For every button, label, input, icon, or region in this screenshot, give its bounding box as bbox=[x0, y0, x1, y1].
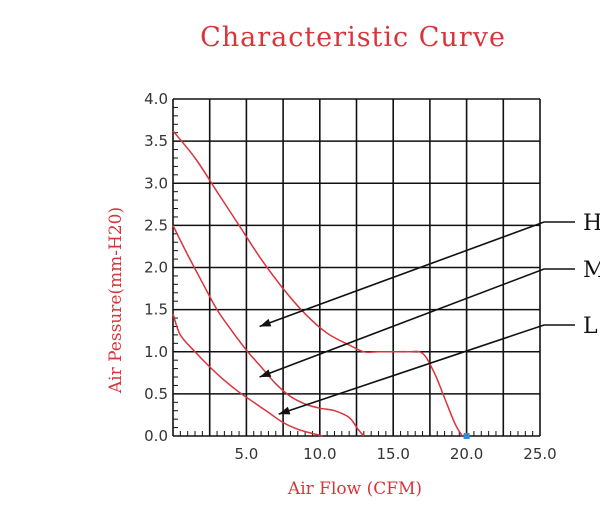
x-tick-label: 25.0 bbox=[523, 445, 556, 463]
x-tick-label: 15.0 bbox=[376, 445, 409, 463]
leader-line-h bbox=[259, 221, 575, 328]
y-tick-label: 0.5 bbox=[144, 385, 168, 403]
curve-m bbox=[172, 225, 365, 437]
arrowhead-icon bbox=[259, 369, 272, 378]
leader-line-m bbox=[259, 268, 575, 378]
y-tick-label: 3.5 bbox=[144, 132, 168, 150]
arrowhead-icon bbox=[278, 406, 291, 415]
legend-label-h: H bbox=[583, 211, 600, 236]
y-tick-label: 1.0 bbox=[144, 343, 168, 361]
y-tick-label: 2.5 bbox=[144, 216, 168, 234]
legend-label-l: L bbox=[583, 314, 598, 339]
y-axis-label: Air Pessure(mm-H20) bbox=[106, 207, 126, 394]
y-tick-label: 3.0 bbox=[144, 174, 168, 192]
curve-h bbox=[172, 130, 463, 437]
tick-labels: 5.0 10.0 15.0 20.0 25.0 0.0 0.5 1.0 1.5 2.0 2.5 3.0… bbox=[144, 90, 557, 463]
arrowhead-icon bbox=[259, 318, 272, 327]
y-tick-label: 2.0 bbox=[144, 259, 168, 277]
curve-l bbox=[172, 313, 323, 437]
x-tick-label: 20.0 bbox=[450, 445, 483, 463]
legend-leaders: HM L bbox=[259, 211, 600, 415]
data-point-marker bbox=[463, 433, 470, 439]
y-tick-label: 1.5 bbox=[144, 301, 168, 319]
leader-line-l bbox=[278, 324, 575, 415]
x-tick-label: 10.0 bbox=[303, 445, 336, 463]
y-tick-label: 4.0 bbox=[144, 90, 168, 108]
grid bbox=[172, 98, 541, 437]
y-tick-label: 0.0 bbox=[144, 427, 168, 445]
x-tick-label: 5.0 bbox=[234, 445, 258, 463]
chart-title: Characteristic Curve bbox=[200, 22, 506, 53]
x-axis-label: Air Flow (CFM) bbox=[287, 479, 422, 499]
curves bbox=[172, 130, 470, 439]
legend-label-m: M bbox=[583, 258, 600, 283]
